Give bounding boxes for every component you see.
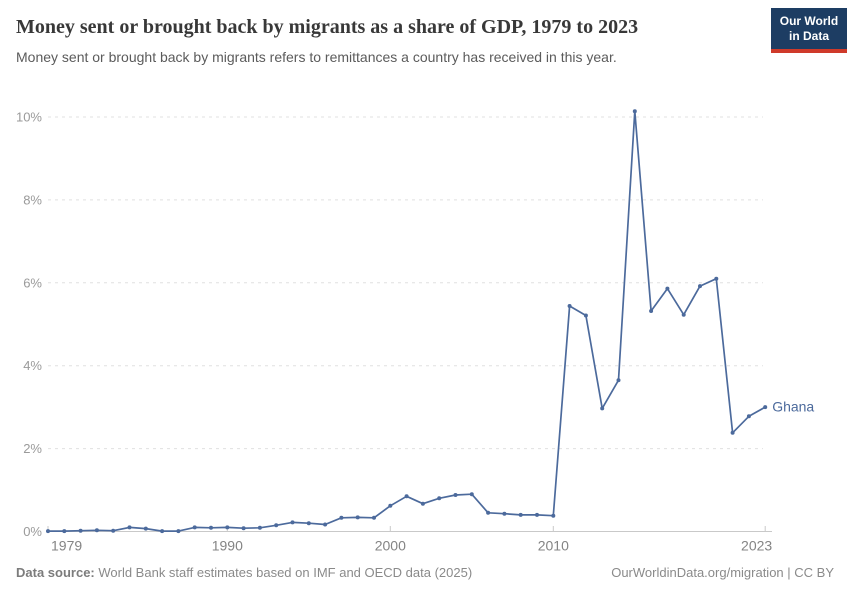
- data-point: [62, 529, 67, 534]
- data-line: [47, 110, 767, 532]
- data-point: [535, 512, 539, 517]
- data-point: [698, 284, 702, 289]
- data-point: [306, 521, 311, 526]
- y-axis-label: 0%: [23, 524, 42, 539]
- data-source-label: Data source:: [16, 565, 95, 580]
- data-point: [94, 528, 99, 533]
- data-point: [665, 286, 670, 291]
- page-title: Money sent or brought back by migrants a…: [16, 16, 639, 38]
- data-point: [192, 525, 197, 530]
- y-axis-label: 2%: [23, 441, 42, 456]
- data-point: [437, 496, 442, 501]
- data-point: [681, 312, 686, 317]
- data-point: [355, 515, 360, 520]
- data-point: [257, 525, 262, 530]
- data-point: [209, 525, 213, 530]
- data-point: [649, 309, 654, 313]
- x-axis-label: 2010: [538, 538, 569, 554]
- data-point: [486, 510, 491, 515]
- data-point: [746, 414, 751, 419]
- data-point: [453, 493, 458, 497]
- data-point: [420, 501, 425, 506]
- y-axis-label: 6%: [23, 275, 42, 290]
- data-point: [567, 304, 572, 308]
- data-point: [600, 406, 605, 411]
- data-point: [616, 378, 621, 383]
- data-point: [274, 523, 279, 528]
- data-point: [372, 515, 376, 520]
- data-point: [46, 529, 50, 534]
- data-point: [388, 503, 393, 508]
- y-axis-label: 8%: [23, 192, 42, 207]
- owid-logo-line2: in Data: [788, 29, 829, 43]
- data-point: [763, 405, 768, 410]
- data-point: [730, 430, 735, 435]
- entity-label: Ghana: [772, 399, 814, 415]
- y-axis-label: 4%: [23, 358, 42, 373]
- data-point: [143, 526, 148, 531]
- data-point: [78, 528, 83, 533]
- chart-header: Money sent or brought back by migrants a…: [16, 14, 716, 65]
- data-point: [404, 494, 409, 499]
- x-axis-label: 1979: [51, 538, 82, 554]
- data-point: [176, 529, 181, 534]
- data-point: [241, 526, 246, 531]
- data-point: [583, 313, 588, 318]
- x-axis-label: 2023: [741, 538, 772, 554]
- data-source-value: World Bank staff estimates based on IMF …: [94, 565, 473, 580]
- data-source-text: Data source: World Bank staff estimates …: [16, 565, 472, 580]
- data-point: [714, 276, 719, 281]
- data-point: [518, 512, 523, 517]
- data-point: [551, 513, 556, 518]
- owid-logo: Our World in Data: [771, 8, 847, 53]
- x-axis-label: 1990: [212, 538, 243, 554]
- chart-footer: Data source: World Bank staff estimates …: [16, 565, 834, 580]
- data-point: [127, 525, 132, 530]
- owid-footer-link[interactable]: OurWorldinData.org/migration | CC BY: [611, 565, 834, 580]
- x-axis-label: 2000: [375, 538, 406, 554]
- owid-logo-line1: Our World: [779, 14, 839, 28]
- data-point: [225, 525, 230, 530]
- y-axis-label: 10%: [16, 110, 42, 125]
- data-point: [339, 515, 344, 520]
- chart-subtitle: Money sent or brought back by migrants r…: [16, 49, 617, 65]
- data-point: [111, 528, 116, 533]
- data-point: [290, 520, 295, 525]
- data-point: [502, 511, 507, 516]
- data-point: [160, 529, 165, 534]
- data-point: [632, 109, 637, 114]
- data-point: [469, 492, 474, 497]
- data-point: [323, 522, 328, 527]
